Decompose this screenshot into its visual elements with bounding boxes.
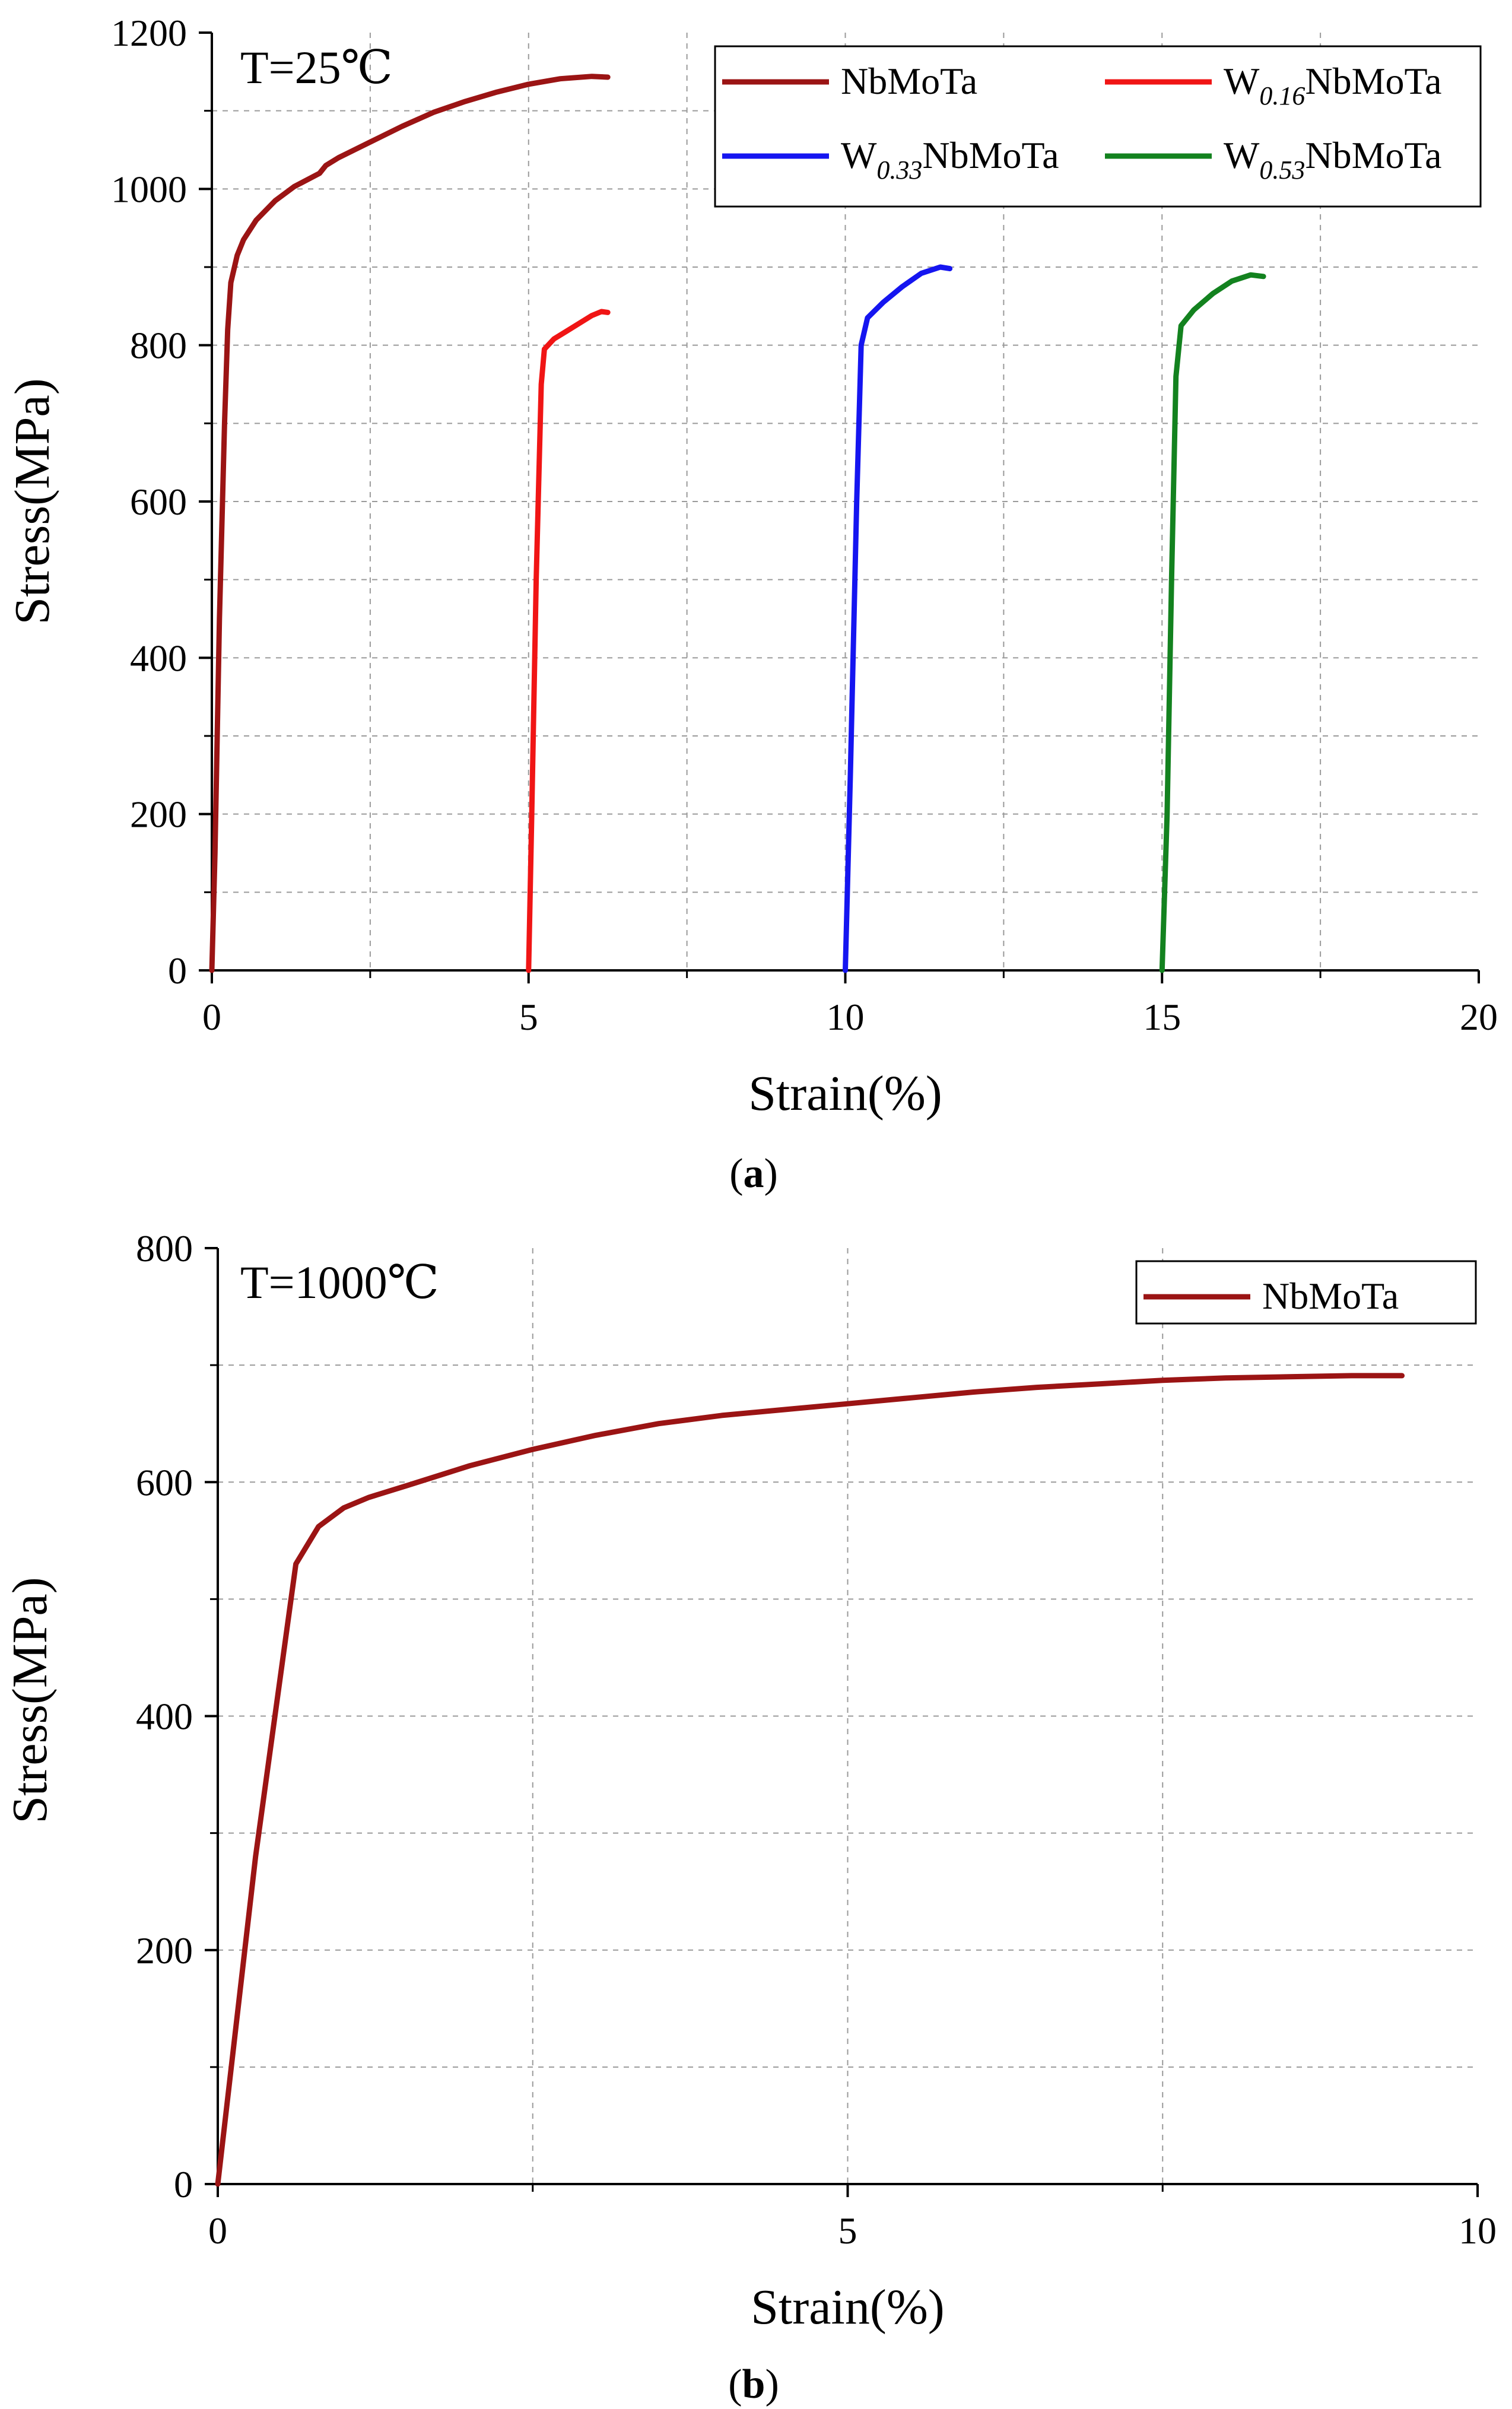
y-tick-label: 400 (130, 637, 187, 679)
y-tick-label: 1000 (111, 168, 187, 210)
series-line (843, 264, 953, 973)
y-tick-label: 800 (136, 1227, 193, 1269)
caption-letter: b (742, 2362, 765, 2407)
legend: NbMoTa (1135, 1260, 1477, 1325)
legend-label-rest: NbMoTa (922, 134, 1059, 176)
y-tick-label: 0 (174, 2163, 193, 2205)
legend-label: W0.53NbMoTa (1224, 134, 1442, 185)
x-tick-label: 5 (519, 996, 538, 1038)
legend-item: W0.16NbMoTa (1105, 60, 1442, 110)
legend-box (1135, 1260, 1477, 1325)
legend-label-subscript: 0.16 (1259, 81, 1305, 110)
y-axis-title: Stress(MPa) (2, 1577, 58, 1823)
chart-panel-a: 0 5 10 15 20020040060080010001200Strain(%)St… (5, 12, 1498, 1196)
legend-label: W0.16NbMoTa (1224, 60, 1442, 110)
y-tick-label: 400 (136, 1696, 193, 1738)
panel-caption: (a) (729, 1151, 778, 1196)
x-tick-label: 0 (208, 2210, 227, 2252)
y-tick-label: 600 (130, 481, 187, 523)
caption-open-paren: ( (729, 1151, 743, 1196)
series-line (1159, 272, 1266, 973)
y-tick-label: 200 (130, 794, 187, 836)
legend-label: NbMoTa (1262, 1275, 1399, 1317)
legend-label-rest: NbMoTa (1305, 134, 1441, 176)
x-tick-label: 10 (827, 996, 865, 1038)
legend-label-rest: NbMoTa (1305, 60, 1441, 102)
x-tick-label: 10 (1459, 2210, 1497, 2252)
legend-item: NbMoTa (1143, 1275, 1399, 1317)
legend-label-subscript: 0.53 (1259, 155, 1305, 185)
y-tick-label: 800 (130, 325, 187, 367)
y-tick-label: 200 (136, 1929, 193, 1972)
panel-caption: (b) (728, 2362, 779, 2407)
caption-letter: a (744, 1151, 764, 1196)
x-tick-label: 0 (202, 996, 221, 1038)
series-line (215, 1373, 1405, 2187)
caption-close-paren: ) (764, 1151, 778, 1196)
series-line (209, 74, 611, 973)
x-tick-label: 20 (1460, 996, 1498, 1038)
legend-label-base: W (1224, 60, 1260, 102)
temperature-label: T=25℃ (240, 42, 393, 93)
series-line (526, 309, 611, 973)
temperature-label: T=1000℃ (240, 1256, 439, 1308)
x-tick-label: 5 (838, 2210, 857, 2252)
legend-box (714, 45, 1482, 208)
y-tick-label: 600 (136, 1461, 193, 1503)
y-axis-title: Stress(MPa) (5, 378, 60, 624)
legend-label-base: W (841, 134, 877, 176)
caption-close-paren: ) (765, 2362, 779, 2407)
caption-open-paren: ( (728, 2362, 742, 2407)
legend-label: NbMoTa (841, 60, 977, 102)
x-tick-label: 15 (1143, 996, 1181, 1038)
legend-label-base: W (1224, 134, 1260, 176)
x-axis-title: Strain(%) (751, 2280, 945, 2335)
legend-label: W0.33NbMoTa (841, 134, 1059, 185)
chart-panel-b: 0 5 10 0 200 400 600 800 Strain(%) Stress(MPa) T=1… (2, 1227, 1497, 2407)
legend-item: W0.33NbMoTa (722, 134, 1059, 185)
y-tick-label: 1200 (111, 12, 187, 54)
legend-item: W0.53NbMoTa (1105, 134, 1442, 185)
y-tick-label: 0 (168, 950, 187, 992)
legend-item: NbMoTa (722, 60, 977, 102)
legend-label-subscript: 0.33 (876, 155, 922, 185)
x-axis-title: Strain(%) (748, 1066, 942, 1121)
